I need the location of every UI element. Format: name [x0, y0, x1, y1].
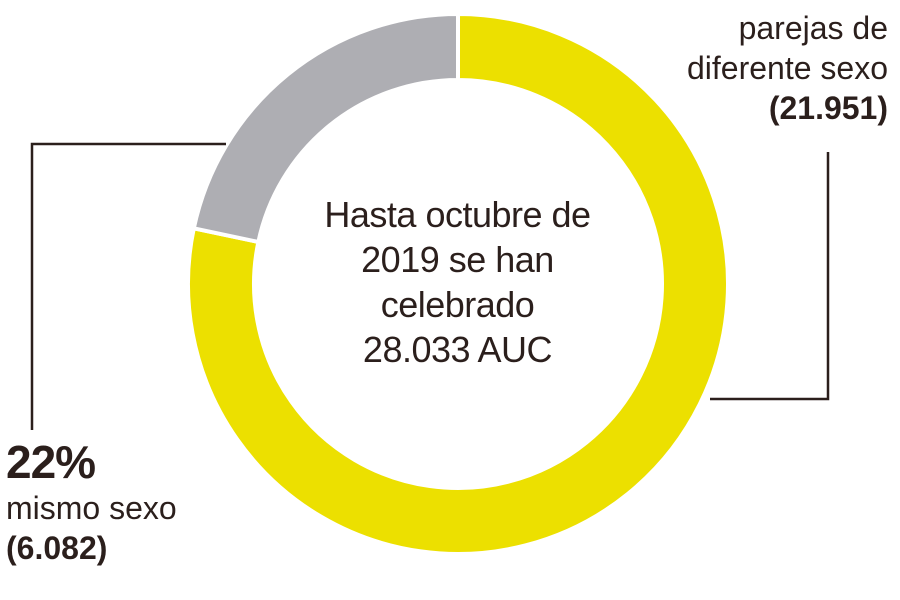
label-mismo-sexo-percent: 22%: [6, 436, 96, 488]
donut-slices: [186, 11, 730, 556]
slice-mismo-sexo: [191, 11, 460, 245]
label-mismo-sexo-category: mismo sexo: [6, 490, 177, 526]
donut-center-text: Hasta octubre de 2019 se han celebrado 2…: [280, 192, 635, 372]
label-diferente-sexo-line1: parejas de: [738, 10, 888, 46]
center-text-line: 2019 se han: [361, 239, 554, 280]
label-mismo-sexo: 22% mismo sexo (6.082): [6, 436, 177, 568]
label-mismo-sexo-value: (6.082): [6, 530, 108, 566]
label-diferente-sexo-value: (21.951): [768, 90, 888, 126]
slice-diferente-sexo: [186, 11, 730, 556]
center-text-line: celebrado: [380, 284, 535, 325]
center-text-line: 28.033 AUC: [362, 329, 553, 370]
leader-line-mismo-sexo: [30, 142, 226, 430]
label-diferente-sexo-line2: diferente sexo: [686, 50, 888, 86]
label-diferente-sexo: parejas de diferente sexo (21.951): [687, 8, 888, 128]
leader-line-diferente-sexo: [710, 152, 830, 401]
center-text-line: Hasta octubre de: [324, 194, 591, 235]
